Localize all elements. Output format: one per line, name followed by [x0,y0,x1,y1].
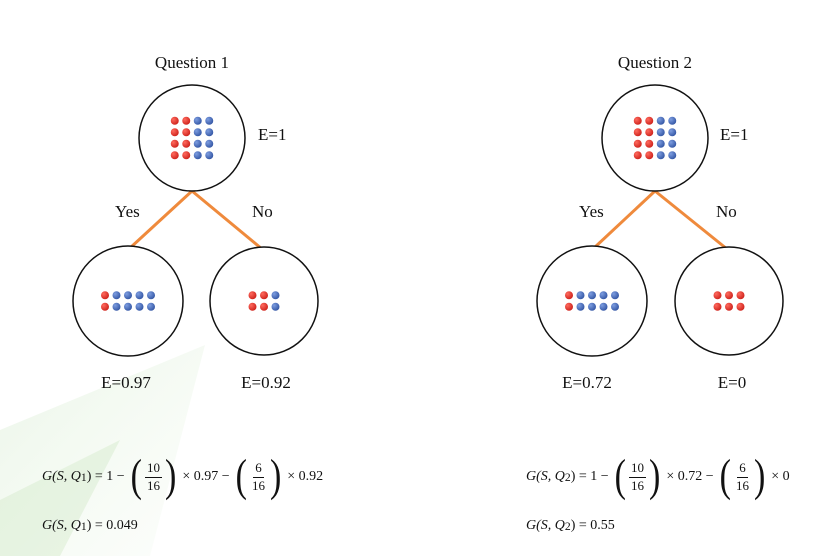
formula-term: × 0.97 − [182,469,229,485]
gain-result: G(S, Q 2) = 0.55 [526,518,615,534]
blue-dot [205,139,214,148]
formula-lhs: G(S, Q [42,469,81,485]
blue-dot [112,291,121,300]
blue-dot [656,116,665,125]
left-entropy: E=0.72 [527,373,647,393]
red-dot [100,302,109,311]
red-dot [248,302,257,311]
blue-dot [656,151,665,160]
right-node [210,247,318,355]
blue-dot [610,291,619,300]
red-dot [170,128,179,137]
blue-dot [576,291,585,300]
red-dot [170,151,179,160]
red-dot [564,291,573,300]
red-dot [645,116,654,125]
formula-rhs-start: ) = 1 − [571,469,609,485]
root-node [602,85,708,191]
blue-dot [576,302,585,311]
question-title: Question 1 [122,53,262,73]
left-node [73,246,183,356]
red-dot [100,291,109,300]
blue-dot [135,291,144,300]
formula-term: × 0.72 − [666,469,713,485]
formula-term: × 0 [771,469,789,485]
red-dot [736,291,745,300]
blue-dot [135,302,144,311]
right-entropy: E=0.92 [206,373,326,393]
blue-dot [205,128,214,137]
blue-dot [587,302,596,311]
root-entropy: E=1 [258,125,286,145]
red-dot [170,116,179,125]
blue-dot [112,302,121,311]
no-label: No [252,202,273,222]
blue-dot [205,151,214,160]
red-dot [645,139,654,148]
fraction: 6 16 [250,461,267,493]
question-title: Question 2 [585,53,725,73]
formula-lhs: G(S, Q [526,469,565,485]
blue-dot [205,116,214,125]
right-node [675,247,783,355]
red-dot [259,302,268,311]
blue-dot [193,128,202,137]
left-node [537,246,647,356]
red-dot [633,151,642,160]
red-dot [633,128,642,137]
red-dot [645,128,654,137]
red-dot [182,128,191,137]
red-dot [713,291,722,300]
blue-dot [123,291,132,300]
blue-dot [146,291,155,300]
red-dot [182,151,191,160]
red-dot [248,291,257,300]
blue-dot [271,302,280,311]
blue-dot [656,139,665,148]
red-dot [170,139,179,148]
blue-dot [193,151,202,160]
blue-dot [599,291,608,300]
red-dot [645,151,654,160]
red-dot [736,302,745,311]
red-dot [633,116,642,125]
blue-dot [123,302,132,311]
gain-result: G(S, Q 1) = 0.049 [42,518,138,534]
blue-dot [668,116,677,125]
blue-dot [668,139,677,148]
blue-dot [193,116,202,125]
red-dot [182,139,191,148]
fraction: 10 16 [145,461,162,493]
gain-formula: G(S, Q 1) = 1 − ( 10 16 ) × 0.97 − ( 6 16 )… [42,460,323,494]
yes-label: Yes [579,202,604,222]
fraction: 6 16 [734,461,751,493]
blue-dot [587,291,596,300]
blue-dot [599,302,608,311]
blue-dot [668,128,677,137]
root-entropy: E=1 [720,125,748,145]
red-dot [713,302,722,311]
blue-dot [146,302,155,311]
no-label: No [716,202,737,222]
left-entropy: E=0.97 [66,373,186,393]
red-dot [724,302,733,311]
gain-formula: G(S, Q 2) = 1 − ( 10 16 ) × 0.72 − ( 6 16 )… [526,460,790,494]
red-dot [724,291,733,300]
blue-dot [610,302,619,311]
blue-dot [656,128,665,137]
blue-dot [668,151,677,160]
red-dot [182,116,191,125]
blue-dot [271,291,280,300]
yes-label: Yes [115,202,140,222]
blue-dot [193,139,202,148]
right-entropy: E=0 [672,373,792,393]
red-dot [259,291,268,300]
formula-rhs-start: ) = 1 − [87,469,125,485]
red-dot [633,139,642,148]
fraction: 10 16 [629,461,646,493]
red-dot [564,302,573,311]
root-node [139,85,245,191]
formula-term: × 0.92 [287,469,323,485]
